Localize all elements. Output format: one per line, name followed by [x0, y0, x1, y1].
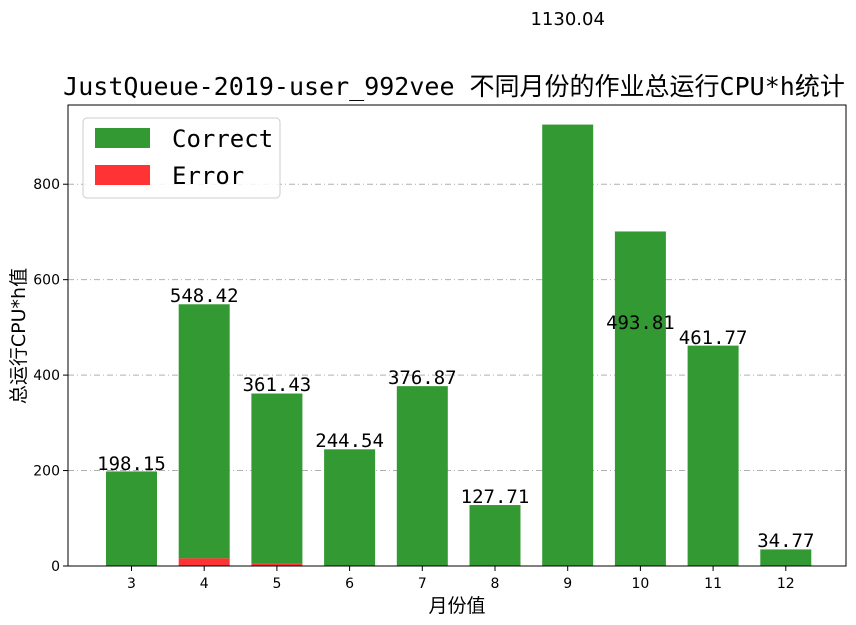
data-label-9: 1130.04 [530, 9, 604, 30]
y-tick-label-400: 400 [33, 368, 60, 384]
bars [106, 124, 812, 566]
data-label-6: 244.54 [315, 430, 384, 452]
bar-correct-12 [760, 549, 812, 566]
legend-swatch-correct [95, 128, 150, 148]
legend-label-correct: Correct [172, 125, 273, 153]
x-tick-label-10: 10 [631, 576, 649, 592]
data-label-8: 127.71 [461, 486, 530, 508]
data-label-5: 361.43 [243, 374, 312, 396]
chart-title: JustQueue-2019-user_992vee 不同月份的作业总运行CPU… [63, 72, 845, 101]
x-tick-label-4: 4 [200, 576, 209, 592]
x-tick-label-6: 6 [345, 576, 354, 592]
bar-correct-11 [687, 345, 739, 566]
bar-correct-7 [396, 386, 448, 566]
data-label-11: 461.77 [679, 327, 748, 349]
x-tick-label-5: 5 [272, 576, 281, 592]
x-tick-label-11: 11 [704, 576, 722, 592]
x-axis-ticks: 3 4 5 6 7 8 9 10 11 12 [127, 566, 795, 592]
bar-correct-5 [251, 393, 303, 564]
bar-correct-10 [614, 231, 666, 566]
bar-error-5 [251, 563, 303, 566]
legend: Correct Error [82, 117, 281, 199]
y-axis-ticks: 0 200 400 600 800 [33, 177, 68, 575]
bar-correct-3 [106, 471, 157, 566]
x-axis-label: 月份值 [428, 595, 485, 617]
data-label-10: 493.81 [606, 312, 675, 334]
y-axis-label: 总运行CPU*h值 [8, 268, 30, 404]
x-tick-label-7: 7 [418, 576, 427, 592]
data-label-7: 376.87 [388, 367, 457, 389]
data-label-12: 34.77 [757, 530, 814, 552]
plot-frame [67, 104, 847, 567]
bar-correct-8 [469, 505, 521, 566]
data-label-3: 198.15 [97, 453, 166, 475]
legend-label-error: Error [172, 162, 244, 190]
bar-error-4 [178, 558, 230, 566]
y-tick-label-800: 800 [33, 177, 60, 193]
data-label-4: 548.42 [170, 285, 239, 307]
bar-correct-4 [178, 304, 230, 559]
bar-correct-6 [324, 449, 376, 566]
x-tick-label-3: 3 [127, 576, 136, 592]
y-tick-label-200: 200 [33, 464, 60, 480]
x-tick-label-9: 9 [563, 576, 572, 592]
legend-swatch-error [95, 165, 150, 185]
data-labels: 198.15 548.42 361.43 244.54 376.87 127.71 1130… [97, 9, 814, 552]
y-tick-label-600: 600 [33, 273, 60, 289]
bar-correct-9 [542, 124, 594, 566]
x-tick-label-12: 12 [777, 576, 795, 592]
x-tick-label-8: 8 [491, 576, 500, 592]
y-tick-label-0: 0 [51, 559, 60, 575]
